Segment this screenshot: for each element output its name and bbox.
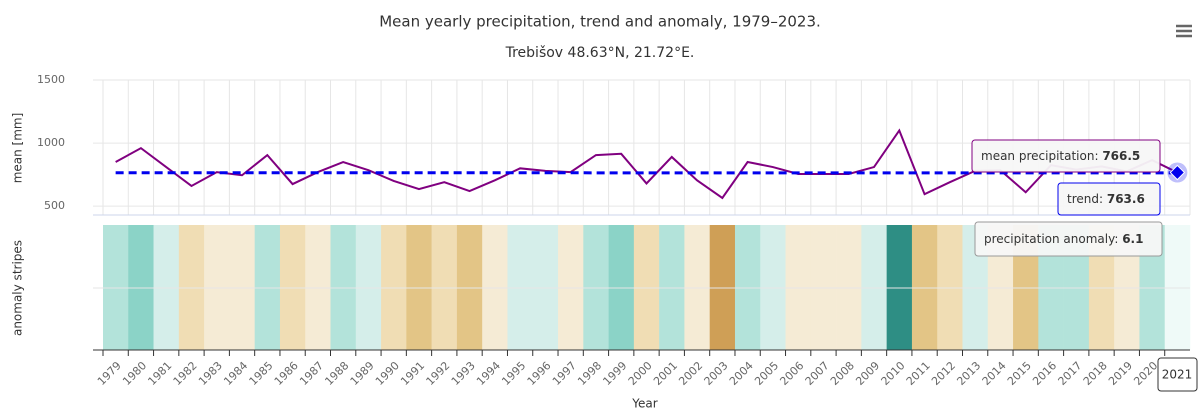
x-tick-label: 1980	[120, 359, 149, 388]
x-tick-label: 2012	[929, 359, 958, 388]
anomaly-tooltip-label: precipitation anomaly:	[984, 232, 1122, 246]
x-tick-label: 2018	[1081, 359, 1110, 388]
x-tick-label: 2020	[1131, 359, 1160, 388]
anomaly-tooltip-box	[974, 221, 1163, 257]
x-tick-label: 2013	[954, 359, 983, 388]
x-tick-label: 2002	[676, 359, 705, 388]
stripes-label: anomaly stripes	[11, 240, 25, 336]
trend-tooltip-label: trend:	[1067, 192, 1107, 206]
anomaly-tooltip-value: 6.1	[1122, 232, 1143, 246]
y-tick-label: 500	[44, 199, 65, 212]
x-tick-label: 2005	[752, 359, 781, 388]
x-tick-label: 1985	[247, 359, 276, 388]
x-tick-label: 2017	[1055, 359, 1084, 388]
x-tick-label: 2001	[651, 359, 680, 388]
y-axis-label: mean [mm]	[11, 113, 25, 184]
x-tick-label: 2007	[803, 359, 832, 388]
x-tick-label: 1998	[575, 359, 604, 388]
x-tick-label: 1997	[550, 359, 579, 388]
x-tick-label: 2003	[702, 359, 731, 388]
x-tick-label: 1990	[373, 359, 402, 388]
x-tick-label: 1981	[145, 359, 174, 388]
trend-tooltip: trend: 763.6	[1067, 192, 1145, 206]
x-tick-label: 2004	[727, 359, 756, 388]
x-tick-label: 1991	[398, 359, 427, 388]
x-tick-label: 2008	[828, 359, 857, 388]
trend-tooltip-box	[1057, 182, 1161, 216]
x-tick-label: 1992	[424, 359, 453, 388]
x-tick-label: 1983	[196, 359, 225, 388]
x-tick-label: 1994	[474, 359, 503, 388]
x-tick-label: 2010	[879, 359, 908, 388]
hover-point	[1169, 164, 1186, 181]
x-tick-label: 1987	[297, 359, 326, 388]
x-tick-label: 2006	[777, 359, 806, 388]
mean-tooltip-label: mean precipitation:	[981, 149, 1102, 163]
x-tooltip: 2021	[1162, 368, 1193, 382]
menu-icon[interactable]	[1176, 24, 1192, 38]
x-tooltip-box	[1157, 357, 1198, 392]
x-tick-label: 2011	[904, 359, 933, 388]
x-tick-label: 2015	[1005, 359, 1034, 388]
x-tick-label: 2009	[853, 359, 882, 388]
x-tick-label: 1996	[525, 359, 554, 388]
x-tick-label: 2019	[1106, 359, 1135, 388]
chart-subtitle: Trebišov 48.63°N, 21.72°E.	[505, 45, 695, 61]
mean-tooltip-box	[971, 139, 1161, 173]
mean-tooltip-value: 766.5	[1102, 149, 1140, 163]
y-tick-label: 1000	[37, 136, 65, 149]
anomaly-tooltip: precipitation anomaly: 6.1	[984, 232, 1143, 246]
y-tick-label: 1500	[37, 73, 65, 86]
x-tick-label: 1988	[322, 359, 351, 388]
x-tick-label: 2016	[1030, 359, 1059, 388]
x-tick-label: 1982	[171, 359, 200, 388]
x-tick-label: 1995	[499, 359, 528, 388]
x-tick-label: 1984	[221, 359, 250, 388]
x-tick-label: 2000	[626, 359, 655, 388]
x-tick-label: 1999	[600, 359, 629, 388]
x-axis-label: Year	[631, 397, 657, 410]
x-tick-label: 1986	[272, 359, 301, 388]
trend-tooltip-value: 763.6	[1107, 192, 1145, 206]
mean-tooltip: mean precipitation: 766.5	[981, 149, 1140, 163]
x-tick-label: 2014	[980, 359, 1009, 388]
x-tick-label: 1979	[95, 359, 124, 388]
chart-title: Mean yearly precipitation, trend and ano…	[379, 13, 821, 31]
x-tick-label: 1989	[348, 359, 377, 388]
x-tick-label: 1993	[449, 359, 478, 388]
